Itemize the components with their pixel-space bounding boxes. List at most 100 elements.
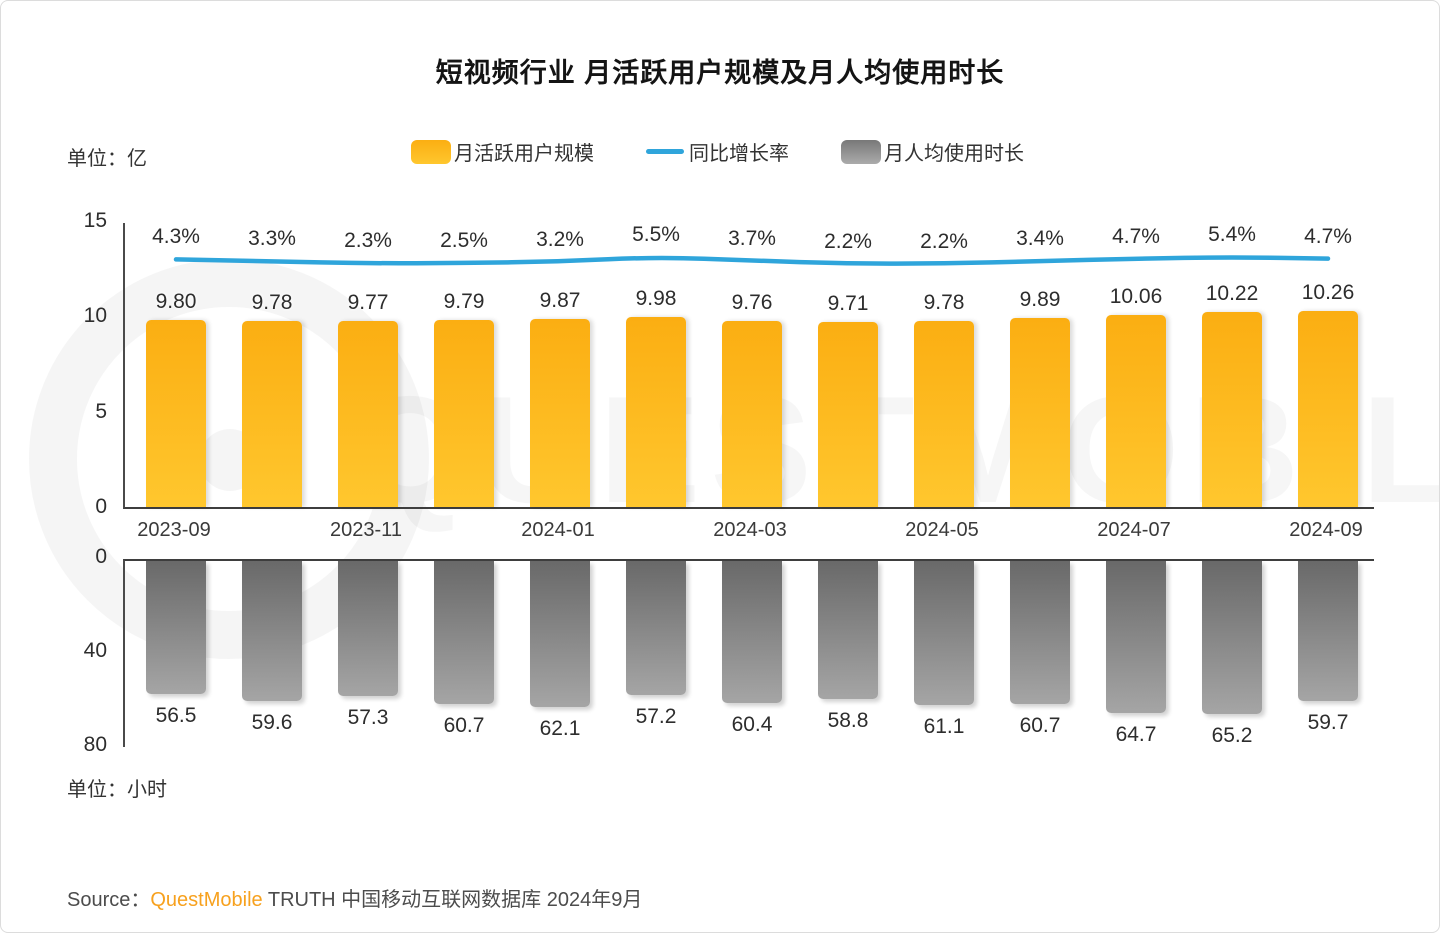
unit-label-top: 单位：亿 xyxy=(67,148,147,170)
x-axis-label: 2024-09 xyxy=(1289,519,1363,541)
x-axis-label: 2024-01 xyxy=(521,519,595,541)
x-axis-label: 2023-09 xyxy=(137,519,211,541)
duration-value-label: 58.8 xyxy=(827,709,869,733)
duration-bar xyxy=(434,561,494,704)
source-prefix: Source： xyxy=(67,889,151,911)
mau-value-label: 9.89 xyxy=(1019,288,1061,312)
duration-bar xyxy=(530,561,590,707)
duration-bar xyxy=(818,561,878,700)
mau-bar xyxy=(914,320,974,507)
duration-value-label: 60.4 xyxy=(731,712,773,736)
duration-bar xyxy=(1010,561,1070,704)
duration-value-label: 59.6 xyxy=(251,711,293,735)
duration-value-label: 57.3 xyxy=(347,705,389,729)
duration-value-label: 60.7 xyxy=(443,713,485,737)
x-axis-label: 2024-07 xyxy=(1097,519,1171,541)
mau-bar xyxy=(1010,318,1070,507)
mau-bar xyxy=(146,320,206,507)
x-axis-label: 2024-05 xyxy=(905,519,979,541)
growth-rate-label: 5.4% xyxy=(1208,223,1256,247)
legend-label-growth: 同比增长率 xyxy=(689,143,789,165)
duration-bar xyxy=(338,561,398,696)
growth-rate-label: 3.3% xyxy=(248,227,296,251)
growth-line xyxy=(173,255,1331,266)
duration-value-label: 65.2 xyxy=(1211,724,1253,748)
growth-rate-label: 2.3% xyxy=(344,229,392,253)
mau-value-label: 9.78 xyxy=(251,290,293,314)
mau-value-label: 10.06 xyxy=(1109,285,1163,309)
growth-rate-label: 5.5% xyxy=(632,223,680,246)
legend: 月活跃用户规模 同比增长率 月人均使用时长 xyxy=(411,137,1024,166)
growth-rate-label: 4.3% xyxy=(152,225,200,249)
duration-bar xyxy=(626,561,686,696)
bottom-axis-tick: 80 xyxy=(83,733,107,756)
top-axis-tick: 15 xyxy=(83,209,107,232)
growth-rate-label: 3.2% xyxy=(536,227,584,251)
mau-bar xyxy=(818,321,878,507)
duration-bar xyxy=(242,561,302,702)
chart-title: 短视频行业 月活跃用户规模及月人均使用时长 xyxy=(435,58,1005,88)
mau-bar xyxy=(1106,315,1166,507)
mau-value-label: 9.71 xyxy=(827,291,869,315)
top-axis-tick: 5 xyxy=(95,399,107,423)
growth-rate-label: 4.7% xyxy=(1112,224,1160,248)
mau-value-label: 9.76 xyxy=(731,290,773,314)
duration-bar xyxy=(1298,561,1358,702)
duration-value-label: 59.7 xyxy=(1307,711,1349,735)
legend-label-mau: 月活跃用户规模 xyxy=(454,143,594,165)
growth-rate-label: 4.7% xyxy=(1304,224,1352,248)
source-brand: QuestMobile xyxy=(150,889,263,911)
duration-bar xyxy=(146,561,206,694)
mau-value-label: 9.79 xyxy=(443,290,485,314)
duration-value-label: 62.1 xyxy=(539,716,581,740)
mau-bar xyxy=(1202,312,1262,507)
mau-value-label: 9.78 xyxy=(923,290,965,314)
top-axis-tick: 10 xyxy=(83,304,107,328)
duration-value-label: 64.7 xyxy=(1115,723,1157,746)
duration-value-label: 56.5 xyxy=(155,703,197,727)
x-axis-label: 2023-11 xyxy=(330,519,402,541)
source-line: Source：QuestMobile TRUTH 中国移动互联网数据库 2024… xyxy=(67,883,642,912)
unit-label-bottom: 单位：小时 xyxy=(67,779,167,801)
duration-value-label: 60.7 xyxy=(1019,713,1061,737)
mau-legend-swatch xyxy=(411,139,451,164)
duration-bar xyxy=(914,561,974,705)
growth-rate-label: 2.2% xyxy=(824,229,872,253)
legend-item-mau: 月活跃用户规模 xyxy=(411,137,594,166)
duration-bar xyxy=(1202,561,1262,715)
mau-bar xyxy=(1298,311,1358,507)
growth-rate-label: 3.4% xyxy=(1016,227,1064,251)
top-axis-tick: 0 xyxy=(95,495,107,518)
growth-rate-label: 2.5% xyxy=(440,229,488,252)
x-axis-label: 2024-03 xyxy=(713,519,787,541)
growth-rate-label: 3.7% xyxy=(728,226,776,250)
mau-value-label: 9.77 xyxy=(347,290,389,314)
duration-bar xyxy=(722,561,782,703)
mau-bar xyxy=(434,320,494,507)
growth-legend-line xyxy=(646,149,684,154)
mau-bar-chart: 9.80 4.3% 9.78 3.3% 9.77 2.3% 9.79 2.5% 9.87 3.2%… xyxy=(123,223,1374,509)
mau-bar xyxy=(722,320,782,507)
bottom-axis-tick: 0 xyxy=(95,545,107,568)
legend-item-growth: 同比增长率 xyxy=(646,137,789,166)
mau-value-label: 9.87 xyxy=(539,288,581,312)
duration-value-label: 61.1 xyxy=(923,714,965,738)
source-suffix: TRUTH 中国移动互联网数据库 2024年9月 xyxy=(262,889,643,911)
duration-legend-swatch xyxy=(841,139,881,164)
legend-label-duration: 月人均使用时长 xyxy=(884,143,1024,165)
mau-value-label: 10.26 xyxy=(1301,281,1355,305)
mau-bar xyxy=(530,318,590,507)
mau-bar xyxy=(242,320,302,507)
growth-rate-label: 2.2% xyxy=(920,229,968,253)
mau-value-label: 9.80 xyxy=(155,290,197,314)
duration-value-label: 57.2 xyxy=(635,705,677,729)
legend-item-duration: 月人均使用时长 xyxy=(841,137,1024,166)
mau-value-label: 10.22 xyxy=(1205,282,1259,306)
bottom-axis-tick: 40 xyxy=(83,639,107,662)
mau-bar xyxy=(338,320,398,507)
mau-value-label: 9.98 xyxy=(635,286,677,310)
duration-bar xyxy=(1106,561,1166,713)
duration-bar-chart: 56.5 59.6 57.3 60.7 62.1 57.2 60.4 58.8 61.1 60.7… xyxy=(123,559,1374,747)
mau-bar xyxy=(626,316,686,507)
